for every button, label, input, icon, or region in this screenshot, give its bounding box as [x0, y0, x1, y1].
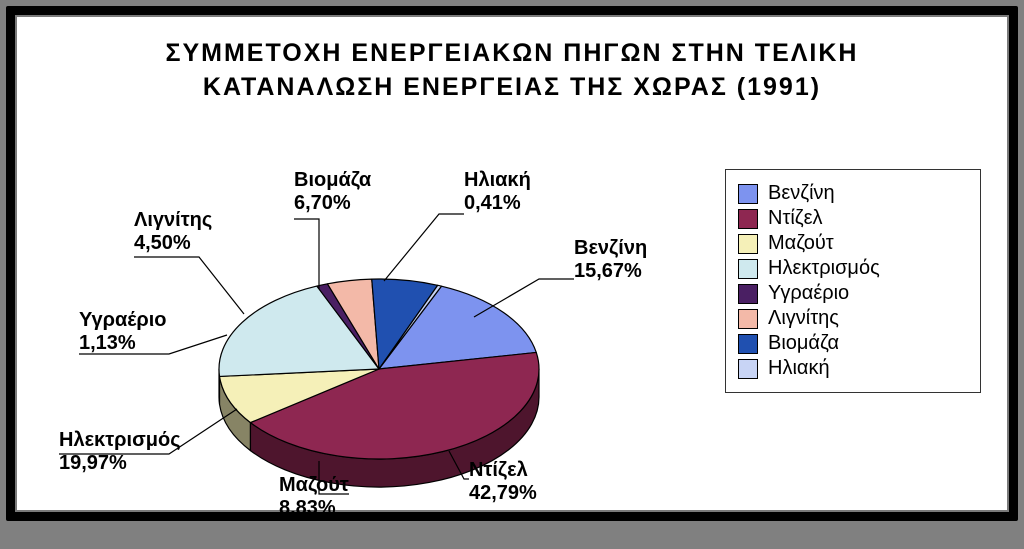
legend-swatch: [738, 184, 758, 204]
leader-biomaza: [294, 219, 319, 289]
legend-label: Ηλιακή: [768, 357, 830, 380]
legend-swatch: [738, 334, 758, 354]
legend-swatch: [738, 309, 758, 329]
legend-label: Μαζούτ: [768, 232, 834, 255]
legend-item: Ηλιακή: [738, 357, 968, 380]
legend-label: Βιομάζα: [768, 332, 839, 355]
legend-label: Λιγνίτης: [768, 307, 839, 330]
chart-title: ΣΥΜΜΕΤΟΧΗ ΕΝΕΡΓΕΙΑΚΩΝ ΠΗΓΩΝ ΣΤΗΝ ΤΕΛΙΚΗ …: [19, 37, 1005, 105]
legend: ΒενζίνηΝτίζελΜαζούτΗλεκτρισμόςΥγραέριοΛι…: [725, 169, 981, 393]
title-line-1: ΣΥΜΜΕΤΟΧΗ ΕΝΕΡΓΕΙΑΚΩΝ ΠΗΓΩΝ ΣΤΗΝ ΤΕΛΙΚΗ: [19, 37, 1005, 71]
slice-label-lignitis: Λιγνίτης4,50%: [134, 209, 212, 255]
legend-item: Ντίζελ: [738, 207, 968, 230]
slice-label-ntizel: Ντίζελ42,79%: [469, 459, 537, 505]
legend-item: Λιγνίτης: [738, 307, 968, 330]
slice-label-biomaza: Βιομάζα6,70%: [294, 169, 371, 215]
legend-item: Ηλεκτρισμός: [738, 257, 968, 280]
legend-swatch: [738, 359, 758, 379]
pie-chart: Βενζίνη15,67% Ντίζελ42,79% Μαζούτ8,83% Ηλεκ…: [19, 129, 739, 529]
outer-shadow: ΣΥΜΜΕΤΟΧΗ ΕΝΕΡΓΕΙΑΚΩΝ ΠΗΓΩΝ ΣΤΗΝ ΤΕΛΙΚΗ …: [6, 6, 1018, 521]
slice-label-ygraerio: Υγραέριο1,13%: [79, 309, 166, 355]
legend-swatch: [738, 259, 758, 279]
slice-label-ilektrismos: Ηλεκτρισμός19,97%: [59, 429, 181, 475]
legend-label: Υγραέριο: [768, 282, 849, 305]
legend-swatch: [738, 284, 758, 304]
legend-swatch: [738, 234, 758, 254]
chart-canvas: ΣΥΜΜΕΤΟΧΗ ΕΝΕΡΓΕΙΑΚΩΝ ΠΗΓΩΝ ΣΤΗΝ ΤΕΛΙΚΗ …: [19, 19, 1005, 508]
title-line-2: ΚΑΤΑΝΑΛΩΣΗ ΕΝΕΡΓΕΙΑΣ ΤΗΣ ΧΩΡΑΣ (1991): [19, 71, 1005, 105]
legend-item: Μαζούτ: [738, 232, 968, 255]
legend-swatch: [738, 209, 758, 229]
slice-label-iliaki: Ηλιακή0,41%: [464, 169, 531, 215]
slice-label-mazoyt: Μαζούτ8,83%: [279, 474, 349, 520]
leader-lignitis: [134, 257, 244, 314]
legend-item: Υγραέριο: [738, 282, 968, 305]
legend-item: Βενζίνη: [738, 182, 968, 205]
chart-frame: ΣΥΜΜΕΤΟΧΗ ΕΝΕΡΓΕΙΑΚΩΝ ΠΗΓΩΝ ΣΤΗΝ ΤΕΛΙΚΗ …: [12, 12, 1012, 515]
legend-label: Ηλεκτρισμός: [768, 257, 880, 280]
legend-item: Βιομάζα: [738, 332, 968, 355]
slice-label-benzini: Βενζίνη15,67%: [574, 237, 647, 283]
legend-label: Ντίζελ: [768, 207, 823, 230]
leader-iliaki: [384, 214, 464, 281]
legend-label: Βενζίνη: [768, 182, 835, 205]
